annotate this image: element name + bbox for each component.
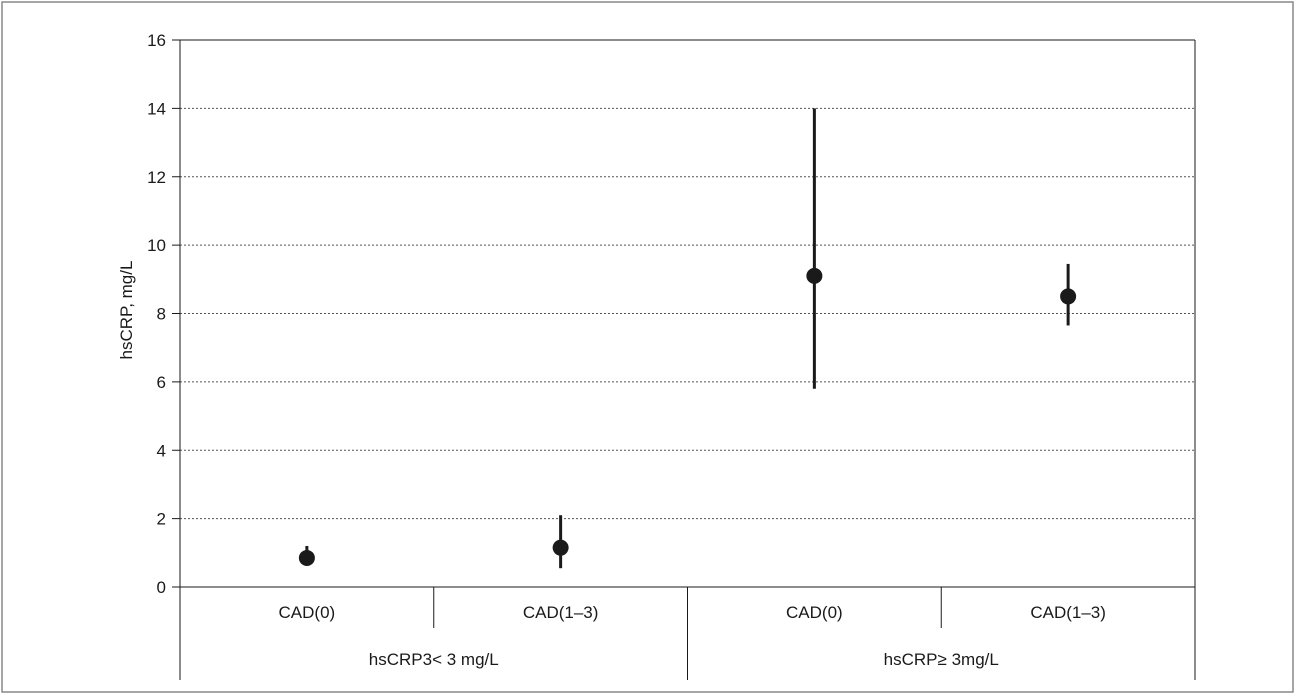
data-point <box>298 549 315 566</box>
y-tick-label: 8 <box>157 305 166 324</box>
data-point <box>552 539 569 556</box>
y-axis-title: hsCRP, mg/L <box>117 261 136 360</box>
grid-lines <box>180 107 1195 520</box>
y-tick-label: 2 <box>157 510 166 529</box>
category-label: CAD(1–3) <box>1030 603 1106 622</box>
category-label: CAD(0) <box>279 603 336 622</box>
y-tick-label: 16 <box>147 31 166 50</box>
data-point <box>806 267 823 284</box>
y-tick-labels: 0 2 4 6 8 10 12 14 16 <box>147 31 180 597</box>
category-label: CAD(1–3) <box>523 603 599 622</box>
y-tick-label: 4 <box>157 441 166 460</box>
axes <box>172 39 1196 680</box>
category-labels: CAD(0) CAD(1–3) CAD(0) CAD(1–3) <box>279 603 1106 622</box>
data-marks <box>298 108 1077 569</box>
y-tick-label: 12 <box>147 168 166 187</box>
y-tick-label: 0 <box>157 578 166 597</box>
data-point <box>1060 288 1077 305</box>
group-labels: hsCRP3< 3 mg/L hsCRP≥ 3mg/L <box>369 650 999 669</box>
y-tick-label: 6 <box>157 373 166 392</box>
group-label: hsCRP≥ 3mg/L <box>884 650 999 669</box>
y-tick-label: 10 <box>147 236 166 255</box>
y-tick-label: 14 <box>147 99 166 118</box>
category-label: CAD(0) <box>786 603 843 622</box>
group-label: hsCRP3< 3 mg/L <box>369 650 499 669</box>
